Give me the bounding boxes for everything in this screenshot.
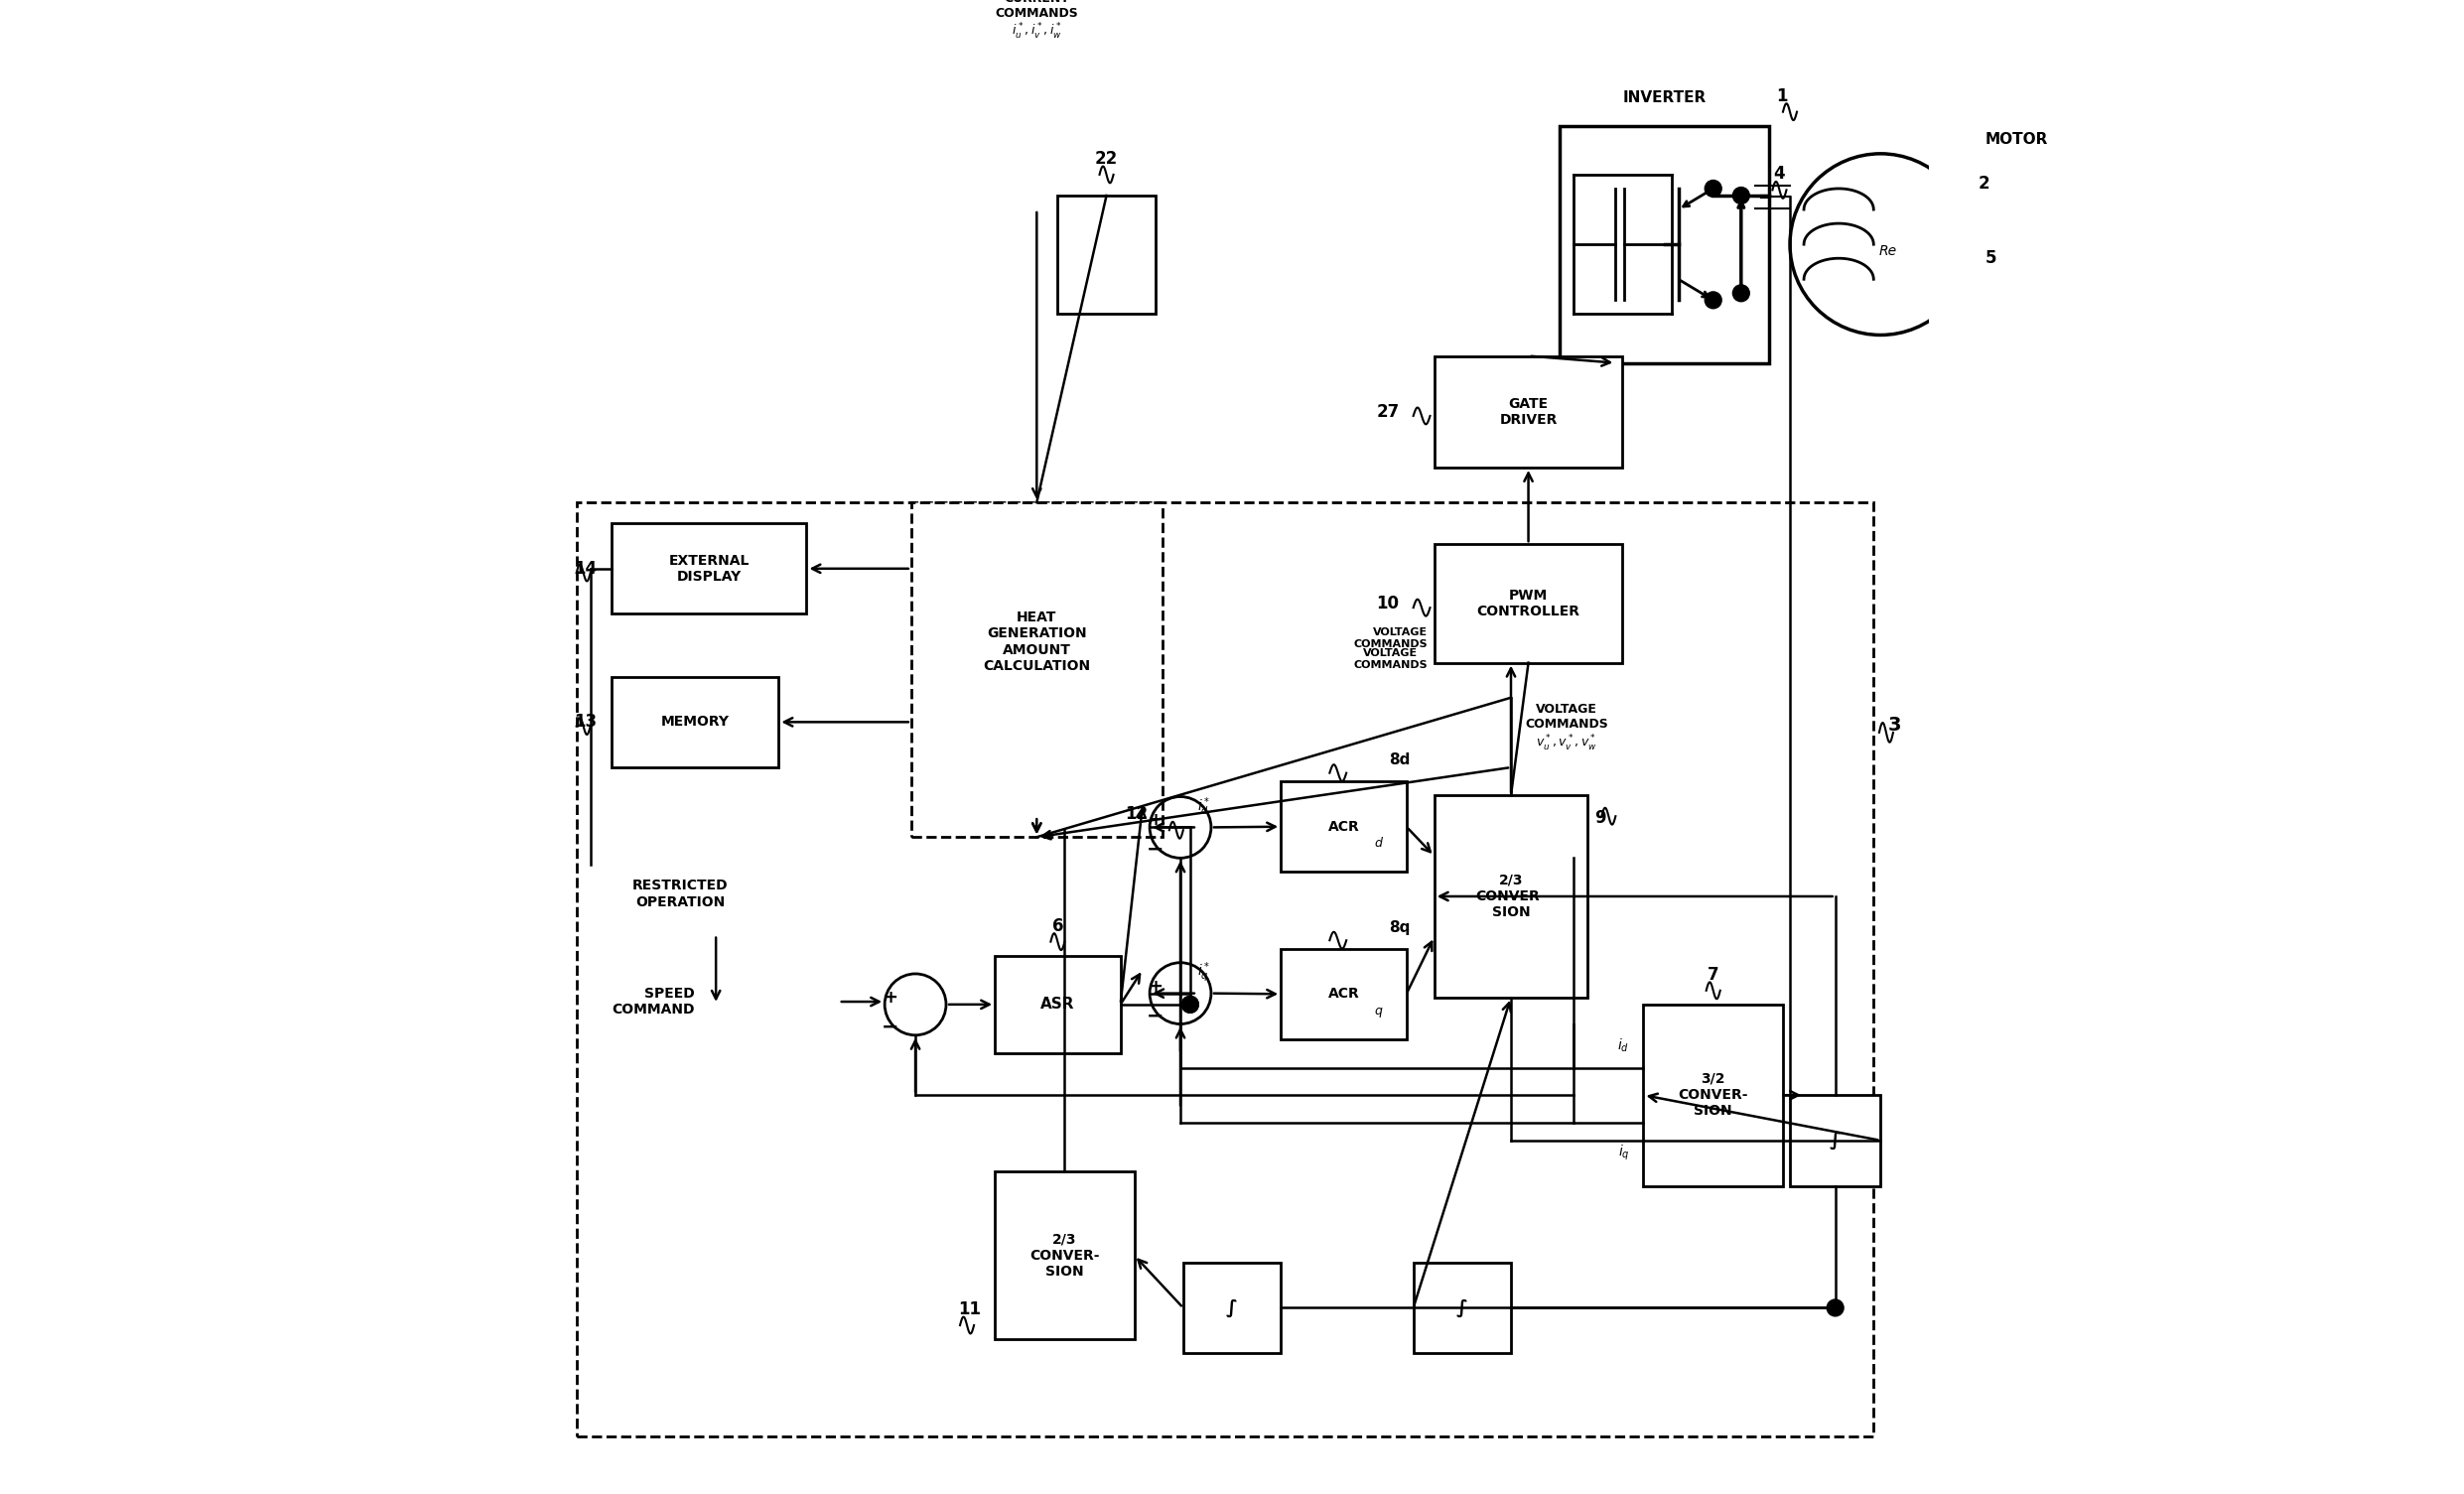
Text: 10: 10	[1377, 595, 1400, 613]
Circle shape	[1826, 1300, 1843, 1316]
Text: 2/3
CONVER-
SION: 2/3 CONVER- SION	[1030, 1233, 1099, 1279]
Text: INVERTER: INVERTER	[1624, 90, 1705, 105]
Text: d: d	[1375, 837, 1382, 850]
FancyBboxPatch shape	[1281, 781, 1407, 872]
Text: 11: 11	[958, 1300, 981, 1318]
Text: $i_d$: $i_d$	[1616, 1037, 1629, 1053]
Text: 3: 3	[1887, 716, 1900, 735]
Text: Re: Re	[1878, 245, 1897, 258]
Text: VOLTAGE
COMMANDS: VOLTAGE COMMANDS	[1353, 648, 1427, 669]
FancyBboxPatch shape	[1434, 356, 1621, 468]
FancyBboxPatch shape	[1183, 1262, 1281, 1354]
Text: 2: 2	[1979, 175, 1991, 193]
Text: VOLTAGE
COMMANDS
$v_u^*, v_v^*, v_w^*$: VOLTAGE COMMANDS $v_u^*, v_v^*, v_w^*$	[1525, 702, 1609, 753]
Text: 13: 13	[574, 713, 596, 731]
Text: PWM
CONTROLLER: PWM CONTROLLER	[1476, 589, 1579, 619]
Text: MEMORY: MEMORY	[660, 716, 729, 729]
FancyBboxPatch shape	[611, 523, 806, 614]
FancyBboxPatch shape	[995, 956, 1121, 1053]
Text: 14: 14	[574, 560, 596, 578]
Text: 6: 6	[1052, 917, 1064, 935]
FancyBboxPatch shape	[1560, 125, 1769, 363]
Text: $i_q$: $i_q$	[1619, 1143, 1629, 1162]
Text: ∫: ∫	[1456, 1298, 1469, 1318]
Text: VOLTAGE
COMMANDS: VOLTAGE COMMANDS	[1353, 627, 1427, 648]
Text: 7: 7	[1708, 965, 1720, 983]
FancyBboxPatch shape	[1281, 949, 1407, 1040]
Text: 22: 22	[1094, 149, 1119, 167]
Text: +: +	[1148, 811, 1163, 829]
Text: 2/3
CONVER-
SION: 2/3 CONVER- SION	[1476, 874, 1545, 919]
Text: GATE
DRIVER: GATE DRIVER	[1501, 397, 1557, 427]
Circle shape	[1732, 187, 1749, 203]
Text: ACR: ACR	[1328, 988, 1360, 1001]
Text: 12: 12	[1126, 805, 1148, 823]
FancyBboxPatch shape	[1057, 196, 1156, 314]
Text: 3/2
CONVER-
SION: 3/2 CONVER- SION	[1678, 1073, 1747, 1118]
Circle shape	[1705, 181, 1722, 197]
FancyBboxPatch shape	[1434, 795, 1587, 998]
FancyBboxPatch shape	[1643, 1004, 1784, 1186]
FancyBboxPatch shape	[1789, 1095, 1880, 1186]
Text: SPEED
COMMAND: SPEED COMMAND	[611, 986, 695, 1017]
Text: −: −	[1146, 1005, 1163, 1025]
Circle shape	[1183, 996, 1198, 1013]
FancyBboxPatch shape	[995, 1171, 1133, 1339]
Text: $i_q^*$: $i_q^*$	[1198, 961, 1210, 985]
FancyBboxPatch shape	[1414, 1262, 1510, 1354]
Text: −: −	[882, 1017, 899, 1037]
Text: HEAT
GENERATION
AMOUNT
CALCULATION: HEAT GENERATION AMOUNT CALCULATION	[983, 611, 1092, 672]
Text: 8d: 8d	[1390, 753, 1409, 768]
Text: $i_d^*$: $i_d^*$	[1198, 795, 1210, 817]
Circle shape	[1732, 285, 1749, 302]
Text: −: −	[1146, 840, 1163, 859]
Circle shape	[1183, 996, 1198, 1013]
Text: MOTOR: MOTOR	[1986, 131, 2048, 146]
Text: +: +	[882, 989, 897, 1007]
Text: ACR: ACR	[1328, 820, 1360, 834]
FancyBboxPatch shape	[912, 502, 1163, 837]
Text: 5: 5	[1986, 249, 1996, 267]
Text: +: +	[1148, 977, 1163, 995]
Text: q: q	[1375, 1004, 1382, 1017]
Text: 4: 4	[1774, 166, 1786, 182]
Circle shape	[1705, 291, 1722, 308]
Text: ASR: ASR	[1040, 996, 1074, 1011]
FancyBboxPatch shape	[611, 677, 779, 768]
Text: ∫: ∫	[1227, 1298, 1237, 1318]
FancyBboxPatch shape	[1434, 544, 1621, 663]
FancyBboxPatch shape	[577, 502, 1873, 1437]
Text: EXTERNAL
DISPLAY: EXTERNAL DISPLAY	[668, 554, 749, 584]
Text: 8q: 8q	[1390, 920, 1409, 935]
Text: RESTRICTED
OPERATION: RESTRICTED OPERATION	[633, 878, 729, 908]
Text: 27: 27	[1377, 403, 1400, 421]
Text: ∫: ∫	[1828, 1131, 1841, 1150]
Text: CURRENT
COMMANDS
$i_u^*, i_v^*, i_w^*$: CURRENT COMMANDS $i_u^*, i_v^*, i_w^*$	[995, 0, 1079, 42]
Text: 9: 9	[1594, 810, 1607, 828]
Text: 1: 1	[1777, 87, 1786, 105]
